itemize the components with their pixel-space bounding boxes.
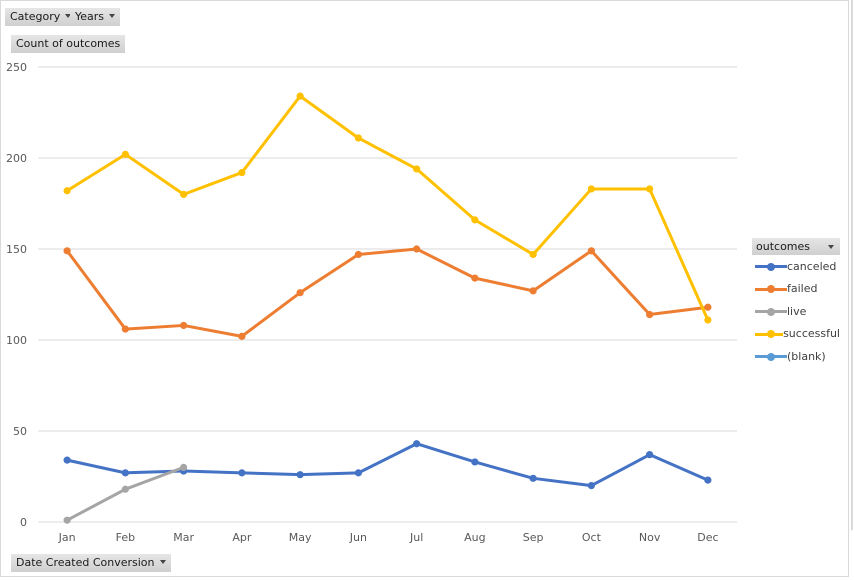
x-tick-label: Nov — [639, 531, 661, 544]
data-point[interactable] — [121, 325, 129, 333]
x-tick-label: Jan — [58, 531, 76, 544]
value-field-label: Count of outcomes — [16, 37, 121, 50]
data-point[interactable] — [646, 310, 654, 319]
legend-item-label: canceled — [787, 259, 837, 273]
dropdown-arrow-icon — [828, 245, 834, 249]
data-point[interactable] — [529, 474, 537, 482]
legend-line-marker-icon — [755, 329, 784, 339]
data-point[interactable] — [180, 190, 188, 198]
category-filter-label: Category — [10, 10, 61, 23]
series-lines — [63, 92, 712, 524]
category-filter-button[interactable]: Category — [5, 8, 77, 26]
data-point[interactable] — [354, 469, 362, 477]
legend-line-marker-icon — [755, 351, 787, 361]
dropdown-arrow-icon — [109, 14, 116, 18]
legend-item-label: live — [787, 304, 807, 318]
legend: outcomes canceled failed live successful (bl… — [752, 238, 840, 368]
data-point[interactable] — [704, 303, 712, 311]
value-field-button[interactable]: Count of outcomes — [11, 35, 126, 53]
legend-line-marker-icon — [755, 306, 787, 316]
data-point[interactable] — [63, 247, 71, 255]
x-tick-label: Sep — [523, 531, 544, 544]
axis-field-label: Date Created Conversion — [16, 556, 155, 569]
data-point[interactable] — [471, 274, 479, 282]
x-tick-label: Oct — [582, 531, 602, 544]
data-point[interactable] — [121, 150, 129, 158]
data-point[interactable] — [529, 287, 537, 295]
legend-item[interactable]: successful — [752, 323, 840, 346]
data-point[interactable] — [704, 316, 712, 324]
legend-item[interactable]: failed — [752, 278, 840, 301]
y-tick-label: 150 — [6, 243, 27, 256]
x-axis-ticks: Jan Feb Mar Apr May Jun Jul Aug Sep Oct Nov Dec — [58, 531, 719, 544]
data-point[interactable] — [63, 516, 71, 524]
legend-item-label: (blank) — [787, 349, 826, 363]
x-tick-label: Jul — [409, 531, 423, 544]
y-tick-label: 100 — [6, 334, 27, 347]
data-point[interactable] — [354, 134, 362, 142]
data-point[interactable] — [180, 463, 188, 471]
data-point[interactable] — [587, 247, 595, 255]
data-point[interactable] — [238, 332, 246, 340]
y-axis-ticks: 0 50 100 150 200 250 — [6, 61, 27, 529]
data-point[interactable] — [646, 185, 654, 193]
dropdown-arrow-icon — [159, 560, 166, 564]
data-point[interactable] — [63, 187, 71, 195]
y-tick-label: 0 — [20, 516, 27, 529]
data-point[interactable] — [121, 485, 129, 493]
axis-field-button[interactable]: Date Created Conversion — [11, 554, 171, 572]
y-tick-label: 200 — [6, 152, 27, 165]
x-tick-label: Jun — [349, 531, 367, 544]
legend-line-marker-icon — [755, 284, 787, 294]
legend-item-label: failed — [787, 282, 818, 296]
series-canceled — [63, 440, 712, 490]
x-tick-label: Mar — [173, 531, 194, 544]
x-tick-label: Feb — [116, 531, 135, 544]
data-point[interactable] — [529, 250, 537, 259]
legend-item[interactable]: canceled — [752, 255, 840, 278]
x-tick-label: Dec — [697, 531, 718, 544]
data-point[interactable] — [63, 456, 71, 464]
data-point[interactable] — [413, 165, 421, 173]
data-point[interactable] — [471, 216, 479, 224]
years-filter-label: Years — [75, 10, 105, 23]
y-tick-label: 50 — [13, 425, 27, 438]
data-point[interactable] — [296, 92, 304, 100]
data-point[interactable] — [587, 185, 595, 193]
data-point[interactable] — [296, 471, 304, 479]
data-point[interactable] — [646, 451, 654, 459]
data-point[interactable] — [238, 168, 246, 177]
gridlines — [38, 66, 737, 523]
data-point[interactable] — [121, 469, 129, 477]
data-point[interactable] — [413, 440, 421, 448]
x-tick-label: Aug — [464, 531, 485, 544]
data-point[interactable] — [471, 458, 479, 466]
data-point[interactable] — [704, 476, 712, 484]
legend-item[interactable]: live — [752, 300, 840, 323]
data-point[interactable] — [354, 250, 362, 259]
legend-line-marker-icon — [755, 261, 787, 271]
legend-item-label: successful — [783, 327, 840, 341]
legend-item[interactable]: (blank) — [752, 345, 840, 368]
data-point[interactable] — [180, 321, 188, 330]
series-successful — [63, 92, 712, 324]
data-point[interactable] — [587, 482, 595, 490]
series-failed — [63, 245, 712, 340]
data-point[interactable] — [413, 245, 421, 253]
dropdown-arrow-icon — [65, 14, 72, 18]
years-filter-button[interactable]: Years — [70, 8, 121, 26]
legend-title: outcomes — [756, 240, 811, 253]
scrollbar-edge — [851, 0, 853, 530]
x-tick-label: Apr — [232, 531, 252, 544]
data-point[interactable] — [238, 469, 246, 477]
x-tick-label: May — [289, 531, 312, 544]
legend-filter-button[interactable]: outcomes — [752, 238, 840, 255]
y-tick-label: 250 — [6, 61, 27, 74]
data-point[interactable] — [296, 289, 304, 297]
series-live — [63, 463, 188, 524]
